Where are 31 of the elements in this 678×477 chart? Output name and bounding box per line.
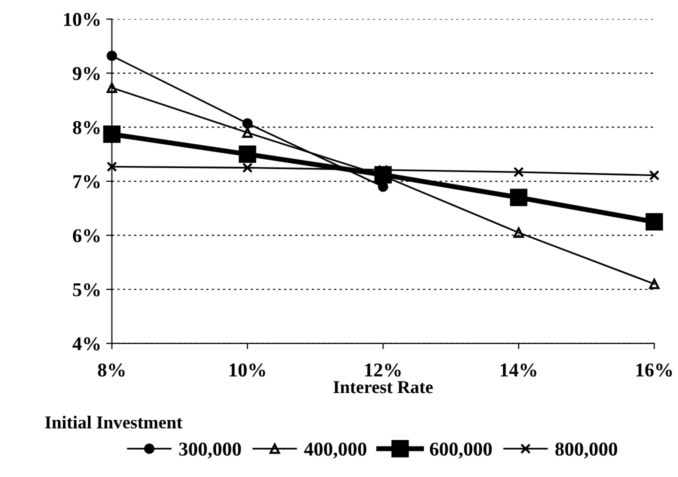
y-tick-label: 9% [72, 66, 100, 80]
point [242, 118, 253, 129]
y-tick-label: 6% [72, 229, 100, 242]
point [513, 166, 524, 178]
point [649, 278, 660, 290]
legend-title: Initial Investment [45, 416, 182, 428]
y-tick-label: 4% [72, 337, 100, 350]
y-tick-label: 7% [73, 175, 100, 188]
legend-label: 400,000 [304, 442, 366, 459]
legend-label: 800,000 [555, 442, 618, 459]
x-tick-label: 12% [365, 363, 401, 377]
point [649, 170, 660, 181]
point [513, 227, 524, 238]
x-tick-label: 14% [500, 363, 536, 377]
point [510, 188, 528, 206]
point [646, 213, 663, 230]
x-tick-label: 10% [230, 363, 266, 377]
point [242, 162, 253, 173]
point [106, 82, 118, 93]
legend-label: 300,000 [179, 442, 241, 459]
point [242, 127, 253, 138]
y-tick-label: 10% [64, 12, 100, 26]
y-tick-label: 8% [72, 121, 100, 134]
x-tick-label: 16% [636, 363, 672, 377]
x-axis-title: Interest Rate [333, 381, 433, 394]
legend-label: 600,000 [430, 442, 492, 459]
point [238, 146, 256, 163]
point [106, 161, 118, 172]
y-tick-label: 5% [73, 283, 100, 296]
point [103, 126, 121, 143]
x-tick-label: 8% [98, 363, 125, 377]
